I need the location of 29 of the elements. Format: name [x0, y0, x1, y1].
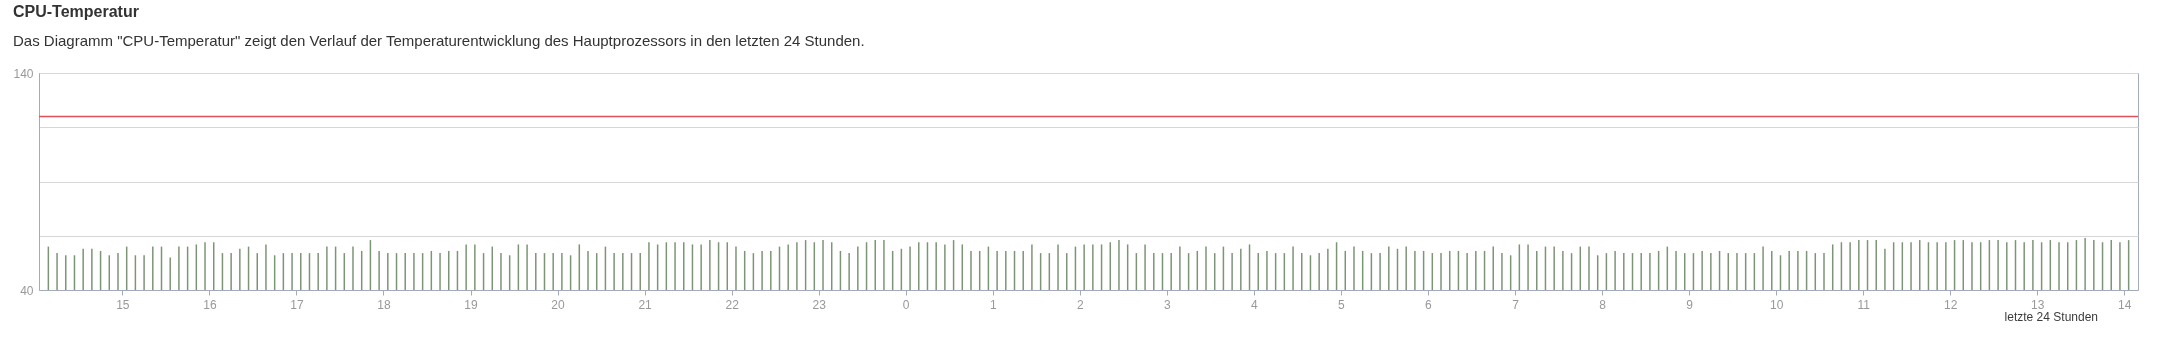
x-tick-label: 21: [638, 297, 653, 312]
x-tick-label: 10: [1769, 297, 1784, 312]
x-tick-label: 19: [464, 297, 478, 312]
x-tick-label: 17: [290, 297, 304, 312]
x-tick-label: 1: [989, 297, 997, 312]
x-tick-label: 5: [1338, 297, 1346, 312]
x-tick-label: 2: [1076, 297, 1084, 312]
text: letzte 24 Stunden: [2004, 310, 2098, 324]
chart-subtitle: Das Diagramm "CPU-Temperatur" zeigt den Verlauf der Temperaturentwicklung des Hauptprozessors in den letzten 24 Stunden.: [12, 32, 865, 49]
x-tick-label: 14: [2118, 297, 2132, 312]
x-tick-label: 20: [551, 297, 566, 312]
x-tick-label: 8: [1599, 297, 1607, 312]
x-tick-label: 11: [1857, 297, 1871, 312]
x-tick-label: 3: [1163, 297, 1171, 312]
x-tick-label: 12: [1944, 297, 1958, 312]
y-tick-label: 140: [13, 66, 34, 81]
x-tick-label: 4: [1251, 297, 1259, 312]
x-tick-label: 13: [2031, 297, 2045, 312]
x-tick-label: 6: [1425, 297, 1433, 312]
x-tick-label: 18: [377, 297, 391, 312]
x-tick-label: 23: [812, 297, 827, 312]
x-tick-label: 0: [902, 297, 910, 312]
chart-title: CPU-Temperatur: [12, 3, 139, 20]
x-tick-label: 16: [203, 297, 217, 312]
y-tick-label: 40: [20, 283, 34, 298]
x-tick-label: 22: [725, 297, 740, 312]
x-tick-label: 15: [116, 297, 130, 312]
x-tick-label: 9: [1686, 297, 1694, 312]
x-tick-label: 7: [1512, 297, 1520, 312]
